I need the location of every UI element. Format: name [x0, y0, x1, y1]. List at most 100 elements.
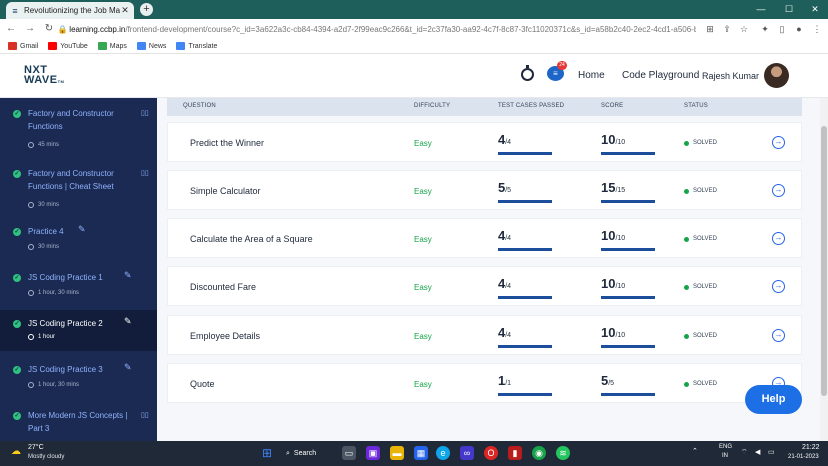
browser-tab[interactable]: ≡ Revolutionizing the Job Market | ✕	[6, 2, 134, 19]
score-earned: 10	[601, 228, 616, 243]
chrome-icon[interactable]: ◉	[532, 446, 546, 460]
page-scrollbar[interactable]	[820, 98, 828, 441]
open-question-arrow-icon[interactable]: →	[772, 232, 785, 245]
clock-icon	[28, 290, 34, 296]
clock-time[interactable]: 21:22	[802, 444, 820, 451]
minimize-icon[interactable]: —	[756, 4, 766, 14]
code-playground-link[interactable]: Code Playground	[622, 70, 700, 81]
app-icon[interactable]: ▮	[508, 446, 522, 460]
difficulty-label: Easy	[414, 380, 432, 389]
bookmark-translate[interactable]: Translate	[176, 42, 217, 50]
open-question-arrow-icon[interactable]: →	[772, 184, 785, 197]
tab-close-icon[interactable]: ✕	[121, 5, 129, 15]
table-row[interactable]: Simple Calculator Easy 5/5 15/15 SOLVED →	[167, 170, 802, 210]
pencil-icon: ✎	[124, 362, 132, 372]
sidebar-item-duration: 30 mins	[28, 244, 59, 250]
install-icon[interactable]: ⊞	[706, 24, 714, 34]
question-name: Calculate the Area of a Square	[190, 234, 313, 244]
sidebar-item[interactable]: ✓ JS Coding Practice 3 ✎ 1 hour, 30 mins	[0, 360, 157, 406]
volume-icon[interactable]: ◀	[755, 449, 761, 456]
visual-studio-icon[interactable]: ∞	[460, 446, 474, 460]
sidebar-item[interactable]: ✓ JS Coding Practice 1 ✎ 1 hour, 30 mins	[0, 268, 157, 314]
score-value: 5/5	[601, 373, 614, 388]
open-question-arrow-icon[interactable]: →	[772, 329, 785, 342]
open-question-arrow-icon[interactable]: →	[772, 280, 785, 293]
bookmark-youtube[interactable]: YouTube	[48, 42, 88, 50]
score-max: /5	[608, 380, 615, 387]
test-cases-value: 4/4	[498, 132, 511, 147]
test-cases-passed: 4	[498, 325, 506, 340]
new-tab-button[interactable]: +	[140, 3, 153, 16]
lock-icon[interactable]: 🔒	[57, 24, 68, 34]
wifi-icon[interactable]: ⌔	[741, 449, 748, 456]
store-icon[interactable]: ▦	[414, 446, 428, 460]
test-cases-total: /5	[505, 187, 512, 194]
status-badge: SOLVED	[684, 140, 717, 146]
open-question-arrow-icon[interactable]: →	[772, 136, 785, 149]
bookmark-gmail[interactable]: Gmail	[8, 42, 38, 50]
question-name: Discounted Fare	[190, 282, 257, 292]
file-explorer-icon[interactable]: ▬	[390, 446, 404, 460]
language-top[interactable]: ENG	[719, 444, 733, 450]
extensions-icon[interactable]: ✦	[761, 24, 769, 34]
score-value: 10/10	[601, 276, 625, 291]
battery-icon[interactable]: ▭	[768, 449, 775, 456]
nxtwave-logo[interactable]: NXT WAVETM	[24, 64, 65, 86]
bookmark-star-icon[interactable]: ☆	[739, 24, 749, 34]
address-bar-row: ← → ↻ 🔒 learning.ccbp.in/frontend-develo…	[0, 19, 828, 39]
forward-icon[interactable]: →	[25, 23, 35, 34]
user-name[interactable]: Rajesh Kumar	[702, 71, 760, 81]
weather-temperature[interactable]: 27°C	[28, 444, 44, 451]
sidebar-item[interactable]: ✓ Factory and Constructor Functions | Che…	[0, 164, 157, 222]
weather-description[interactable]: Mostly cloudy	[28, 454, 65, 460]
book-icon: ▯▯	[141, 412, 149, 419]
weather-icon[interactable]: ☁	[11, 446, 21, 457]
table-row[interactable]: Discounted Fare Easy 4/4 10/10 SOLVED →	[167, 266, 802, 306]
teams-icon[interactable]: ▣	[366, 446, 380, 460]
share-icon[interactable]: ⇪	[723, 24, 731, 34]
sidebar-item[interactable]: ✓ More Modern JS Concepts | Part 3 ▯▯	[0, 406, 157, 441]
back-icon[interactable]: ←	[6, 23, 16, 34]
bookmark-news[interactable]: News	[136, 42, 166, 50]
stopwatch-icon[interactable]	[521, 65, 534, 81]
bookmark-label: Maps	[109, 42, 127, 50]
edge-icon[interactable]: e	[436, 446, 450, 460]
task-view-icon[interactable]: ▭	[342, 446, 356, 460]
sidebar-item-title: Factory and Constructor Functions | Chea…	[28, 169, 114, 191]
score-earned: 10	[601, 325, 616, 340]
score-progress-bar	[601, 152, 655, 155]
scroll-thumb[interactable]	[821, 126, 827, 396]
maximize-icon[interactable]: ☐	[784, 4, 794, 14]
taskbar-search[interactable]: ⌕ Search	[286, 446, 332, 461]
sidebar-item[interactable]: ✓ JS Coding Practice 2 ✎ 1 hour	[0, 310, 157, 351]
avatar[interactable]	[764, 63, 789, 88]
table-row[interactable]: Employee Details Easy 4/4 10/10 SOLVED →	[167, 315, 802, 355]
status-text: SOLVED	[693, 284, 717, 290]
tray-chevron-icon[interactable]: ⌃	[692, 448, 698, 455]
sidebar-toggle-icon[interactable]: ▯	[779, 24, 785, 34]
profile-icon[interactable]: ●	[796, 24, 802, 34]
completed-check-icon: ✓	[13, 110, 21, 118]
clock-date[interactable]: 21-01-2023	[788, 454, 819, 460]
solved-dot-icon	[684, 333, 689, 339]
bookmark-maps[interactable]: Maps	[97, 42, 127, 50]
score-earned: 10	[601, 132, 616, 147]
table-row[interactable]: Quote Easy 1/1 5/5 SOLVED →	[167, 363, 802, 403]
home-link[interactable]: Home	[578, 70, 605, 81]
start-icon[interactable]: ⊞	[261, 446, 273, 460]
spotify-icon[interactable]: ≋	[556, 446, 570, 460]
course-sidebar: ✓ Factory and Constructor Functions ▯▯ 45 m…	[0, 98, 157, 441]
help-button[interactable]: Help	[745, 385, 802, 414]
close-window-icon[interactable]: ✕	[811, 4, 819, 14]
tab-title: Revolutionizing the Job Market |	[24, 6, 120, 15]
table-row[interactable]: Predict the Winner Easy 4/4 10/10 SOLVED →	[167, 122, 802, 162]
url-input[interactable]: 🔒 learning.ccbp.in/frontend-development/…	[56, 21, 696, 37]
menu-icon[interactable]: ⋮	[812, 24, 822, 34]
language-bottom[interactable]: IN	[722, 453, 728, 459]
sidebar-item[interactable]: ✓ Factory and Constructor Functions ▯▯ 45 m…	[0, 104, 157, 162]
reload-icon[interactable]: ↻	[44, 23, 54, 34]
table-row[interactable]: Calculate the Area of a Square Easy 4/4 10/…	[167, 218, 802, 258]
opera-icon[interactable]: O	[484, 446, 498, 460]
sidebar-item[interactable]: ✓ Practice 4 ✎ 30 mins	[0, 222, 157, 268]
difficulty-label: Easy	[414, 235, 432, 244]
